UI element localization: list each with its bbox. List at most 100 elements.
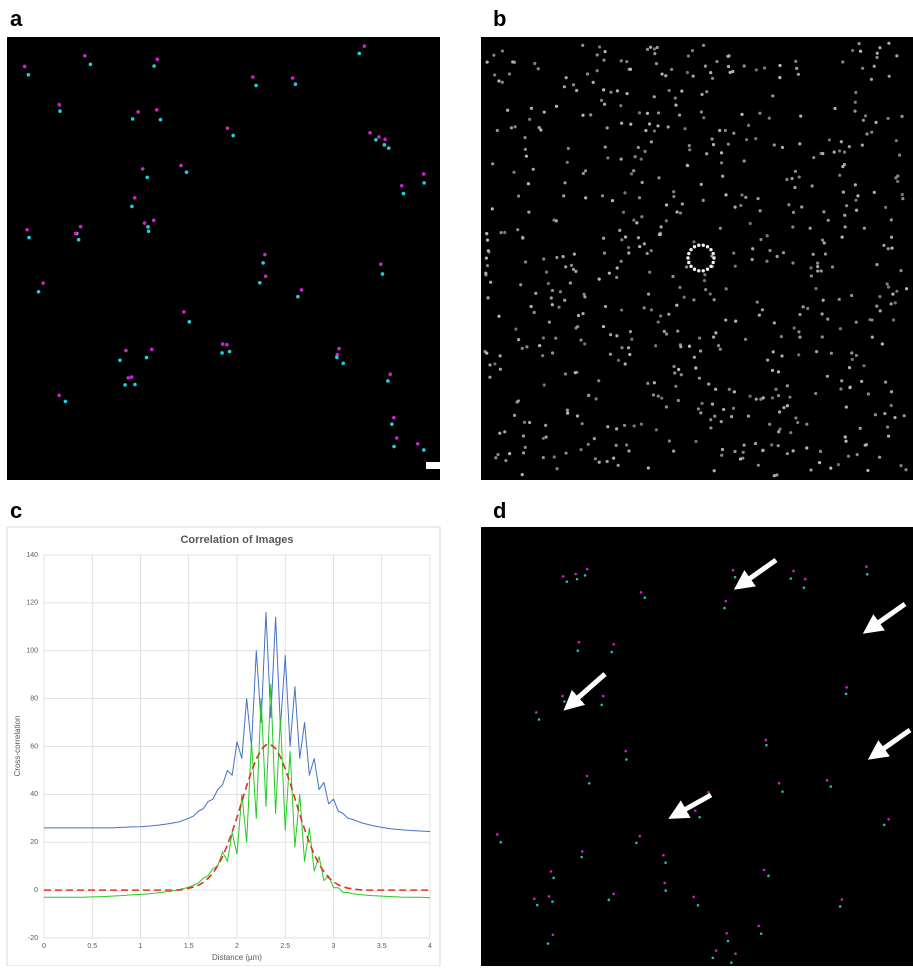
dot <box>838 149 841 152</box>
dot <box>155 108 159 112</box>
dot <box>131 117 135 121</box>
y-tick-label: 80 <box>30 695 38 702</box>
dot <box>422 172 426 176</box>
dot <box>493 73 496 76</box>
dot <box>698 377 701 380</box>
x-tick-label: 3 <box>332 943 336 950</box>
dot <box>550 296 553 299</box>
dot <box>616 89 619 92</box>
dot <box>845 686 848 689</box>
dot <box>792 211 795 214</box>
dot <box>715 60 718 63</box>
dot <box>886 425 889 428</box>
dot <box>757 925 760 928</box>
dot <box>640 591 643 594</box>
dot <box>524 446 527 449</box>
dot <box>771 396 774 399</box>
dot <box>491 162 494 165</box>
dot <box>557 306 560 309</box>
dot <box>895 54 898 57</box>
dot <box>749 222 752 225</box>
dot <box>677 368 680 371</box>
dot <box>604 305 607 308</box>
dot <box>802 305 805 308</box>
dot <box>555 256 558 259</box>
dot <box>527 182 530 185</box>
dot <box>579 448 582 451</box>
dot <box>603 50 606 53</box>
dot <box>855 354 858 357</box>
dot <box>778 76 781 79</box>
dot <box>786 404 789 407</box>
dot <box>615 276 618 279</box>
dot <box>609 353 612 356</box>
dot <box>649 46 652 49</box>
dot <box>699 349 702 352</box>
dot <box>719 348 722 351</box>
dot <box>574 573 577 576</box>
dot <box>679 211 682 214</box>
dot <box>798 175 801 178</box>
dot <box>722 408 725 411</box>
dot <box>57 103 61 107</box>
dot <box>866 573 869 576</box>
dot <box>732 252 735 255</box>
dot <box>296 295 300 299</box>
dot <box>608 899 611 902</box>
dot <box>581 114 584 117</box>
dot <box>497 79 500 82</box>
dot <box>791 261 794 264</box>
dot <box>41 281 45 285</box>
dot <box>653 381 656 384</box>
dot <box>841 60 844 63</box>
dot <box>615 444 618 447</box>
dot <box>865 132 868 135</box>
dot <box>522 451 525 454</box>
dot <box>388 372 392 376</box>
dot <box>703 279 706 282</box>
dot <box>566 161 569 164</box>
x-tick-label: 2.5 <box>280 943 290 950</box>
dot <box>896 180 899 183</box>
dot <box>601 194 604 197</box>
dot <box>596 53 599 56</box>
dot <box>805 423 808 426</box>
dot <box>566 408 569 411</box>
dot <box>584 169 587 172</box>
dot <box>653 129 656 132</box>
dot <box>862 364 865 367</box>
dot <box>650 249 653 252</box>
dot <box>688 148 691 151</box>
dot <box>618 229 621 232</box>
dot <box>146 225 150 229</box>
dot <box>859 50 862 53</box>
dot <box>624 362 627 365</box>
dot <box>725 287 728 290</box>
dot <box>712 336 715 339</box>
dot <box>159 118 163 122</box>
dot <box>143 221 147 225</box>
dot <box>600 99 603 102</box>
dot <box>598 278 601 281</box>
dot <box>637 146 640 149</box>
dot <box>538 344 541 347</box>
dot <box>900 115 903 118</box>
dot <box>780 354 783 357</box>
dot <box>744 338 747 341</box>
dot <box>844 435 847 438</box>
dot <box>782 251 785 254</box>
dot <box>870 78 873 81</box>
dot <box>551 900 554 903</box>
dot <box>884 381 887 384</box>
dot <box>133 196 137 200</box>
dot <box>629 123 632 126</box>
dot <box>884 206 887 209</box>
dot <box>521 347 524 350</box>
dot <box>486 264 489 267</box>
dot <box>675 304 678 307</box>
dot <box>698 337 701 340</box>
dot <box>508 72 511 75</box>
dot <box>693 268 696 271</box>
dot <box>548 895 551 898</box>
dot <box>596 69 599 72</box>
